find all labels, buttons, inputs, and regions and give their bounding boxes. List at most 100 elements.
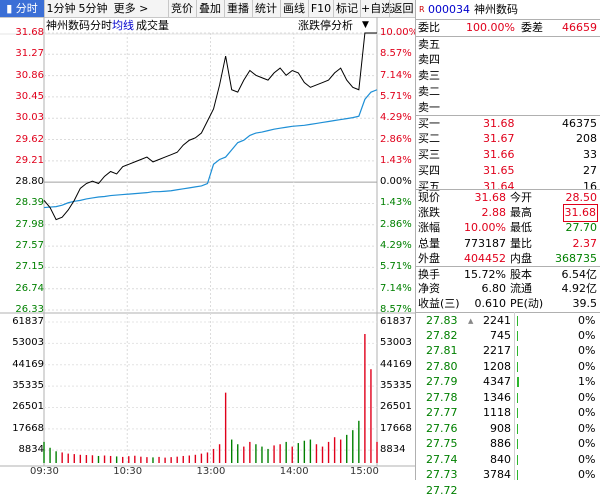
- pv-volume: 2241: [483, 314, 511, 327]
- sell-level-row: 卖三: [416, 68, 600, 84]
- fundamental-value: 4.92亿: [561, 282, 598, 295]
- pv-percent: 0%: [578, 344, 596, 357]
- pv-price: 27.73: [426, 468, 458, 481]
- tab-timeshare[interactable]: ▮ 分时: [0, 0, 44, 17]
- volume-tick-label: 53003: [380, 337, 412, 349]
- fundamental-label: 换手: [418, 268, 440, 281]
- pv-ratio-bar: [517, 361, 518, 372]
- price-tick-label: 31.27: [15, 48, 44, 60]
- percent-tick-label: 8.57%: [380, 304, 412, 315]
- buy-level-price: 31.67: [483, 132, 515, 145]
- intraday-chart: [0, 17, 415, 467]
- price-volume-row: 27.77 1118 0%: [416, 405, 600, 421]
- pv-volume: 886: [490, 437, 511, 450]
- overlay-button[interactable]: 叠加: [199, 2, 221, 15]
- back-button[interactable]: 返回: [391, 2, 414, 15]
- price-volume-row: 27.74 840 0%: [416, 452, 600, 468]
- mode-label: 分时: [90, 19, 112, 32]
- pv-volume: 3784: [483, 468, 511, 481]
- pv-price: 27.80: [426, 359, 458, 373]
- volume-tick-label: 61837: [380, 316, 412, 327]
- pv-ratio-bar: [517, 408, 518, 418]
- fundamental-value: 6.80: [481, 282, 507, 295]
- fundamental-label: 净资: [418, 282, 440, 295]
- sell-level-label: 卖一: [418, 101, 440, 114]
- percent-tick-label: 0.00%: [380, 176, 412, 188]
- buy-level-label: 买一: [418, 117, 440, 130]
- fundamental-label: 股本: [510, 268, 532, 281]
- buy-level-row: 买四 31.65 27: [416, 163, 600, 179]
- pv-percent: 0%: [578, 421, 596, 435]
- chart-grid: [0, 17, 415, 467]
- tab-more[interactable]: 更多 >: [113, 2, 149, 15]
- pv-price: 27.81: [426, 344, 458, 357]
- price-volume-row: 27.81 2217 0%: [416, 343, 600, 359]
- pv-volume: 1208: [483, 359, 511, 373]
- f10-button[interactable]: F10: [310, 2, 332, 15]
- price-volume-row: 27.79 4347 1%: [416, 374, 600, 390]
- avg-line-label[interactable]: 均线: [112, 19, 134, 32]
- sell-level-label: 卖三: [418, 69, 440, 82]
- fundamental-value: 0.610: [474, 297, 507, 310]
- sell-level-row: 卖一: [416, 100, 600, 116]
- order-diff-value: 46659: [562, 21, 597, 34]
- pv-price: 27.72: [426, 483, 458, 497]
- pv-ratio-bar: [517, 316, 518, 326]
- pv-ratio-bar: [517, 470, 518, 480]
- stock-title-name: 神州数码: [474, 3, 518, 16]
- price-volume-row: 27.83 ▲ 2241 0%: [416, 312, 600, 329]
- chart-header: 神州数码 分时 均线 成交量 涨跌停分析 ▼: [0, 17, 415, 34]
- tab-1min[interactable]: 1分钟: [46, 2, 76, 15]
- stats-button[interactable]: 统计: [255, 2, 277, 15]
- buy-level-row: 买二 31.67 208: [416, 131, 600, 147]
- quote-value: 404452: [464, 252, 506, 265]
- price-tick-label: 28.39: [15, 197, 44, 209]
- volume-tick-label: 61837: [12, 316, 44, 327]
- pv-price: 27.75: [426, 437, 458, 450]
- quote-label: 外盘: [418, 252, 440, 265]
- price-volume-row: 27.73 3784 0%: [416, 467, 600, 483]
- pv-percent: 0%: [578, 314, 596, 327]
- buy-level-label: 买三: [418, 148, 440, 161]
- pv-ratio-bar: [517, 377, 520, 387]
- buy-level-row: 买三 31.66 33: [416, 147, 600, 163]
- buy-level-volume: 46375: [562, 117, 597, 130]
- pv-ratio-bar: [517, 346, 518, 356]
- quote-value: 31.68: [474, 191, 507, 204]
- volume-tick-label: 35335: [380, 380, 412, 392]
- mark-button[interactable]: 标记: [336, 2, 358, 15]
- quote-label: 量比: [510, 236, 532, 250]
- buy-level-price: 31.68: [483, 117, 515, 130]
- time-tick-label: 15:00: [350, 466, 379, 477]
- quote-label: 最低: [510, 221, 532, 234]
- sell-level-label: 卖二: [418, 85, 440, 98]
- volume-label: 成交量: [136, 19, 169, 32]
- tab-5min[interactable]: 5分钟: [78, 2, 108, 15]
- quote-row: 涨幅 10.00% 最低 27.70: [416, 220, 600, 236]
- quote-value: 31.68: [562, 203, 598, 222]
- average-price-line: [43, 89, 378, 209]
- percent-tick-label: 2.86%: [380, 218, 412, 230]
- quote-label: 内盘: [510, 252, 532, 265]
- volume-tick-label: 53003: [12, 337, 44, 349]
- pv-divider: [514, 312, 515, 480]
- auction-button[interactable]: 竞价: [171, 2, 193, 15]
- price-line: [43, 32, 377, 221]
- pv-percent: 0%: [578, 437, 596, 450]
- volume-bars: [43, 334, 378, 463]
- volume-tick-label: 17668: [12, 422, 44, 434]
- triangle-up-icon: ▲: [468, 317, 474, 325]
- quote-row: 外盘 404452 内盘 368735: [416, 251, 600, 267]
- draw-button[interactable]: 画线: [283, 2, 305, 15]
- price-volume-row: 27.80 1208 0%: [416, 359, 600, 375]
- pv-price: 27.79: [426, 375, 458, 388]
- add-watchlist-button[interactable]: +自选: [361, 2, 393, 15]
- chevron-down-icon[interactable]: ▼: [362, 20, 369, 30]
- percent-tick-label: 1.43%: [380, 197, 412, 209]
- replay-button[interactable]: 重播: [227, 2, 249, 15]
- limit-analysis-link[interactable]: 涨跌停分析: [298, 19, 353, 32]
- pv-price: 27.82: [426, 328, 458, 342]
- buy-level-price: 31.66: [483, 148, 515, 161]
- pv-volume: 1118: [483, 406, 511, 419]
- percent-tick-label: 4.29%: [380, 112, 412, 124]
